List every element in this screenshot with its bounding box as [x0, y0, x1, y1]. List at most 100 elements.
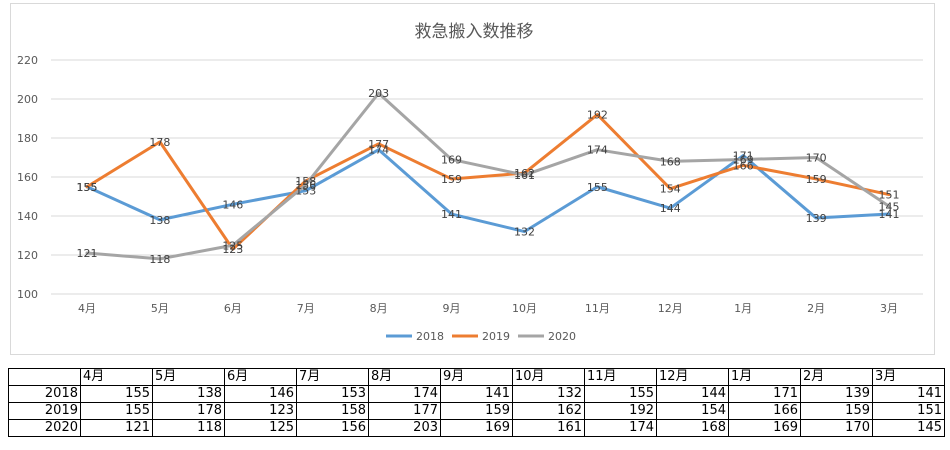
- data-table: 4月 5月 6月 7月 8月 9月 10月 11月 12月 1月 2月 3月 2018 155 138 146…: [8, 368, 945, 437]
- table-cell: 155: [584, 385, 657, 403]
- table-cell: 145: [872, 419, 945, 437]
- table-cell: 177: [368, 402, 441, 420]
- table-header-cell: 3月: [872, 368, 945, 386]
- table-row: 2020 121 118 125 156 203 169 161 174 168 169 170 145: [8, 419, 945, 437]
- data-label: 118: [149, 253, 170, 266]
- table-cell: 132: [512, 385, 585, 403]
- data-label: 146: [222, 198, 243, 211]
- y-tick-label: 180: [17, 132, 38, 145]
- series-lines: [85, 91, 891, 261]
- table-cell: 162: [512, 402, 585, 420]
- table-header-row: 4月 5月 6月 7月 8月 9月 10月 11月 12月 1月 2月 3月: [8, 368, 945, 386]
- table-row: 2018 155 138 146 153 174 141 132 155 144 171 139 141: [8, 385, 945, 403]
- data-label: 121: [77, 247, 98, 260]
- table-cell: 178: [152, 402, 225, 420]
- table-cell: 169: [440, 419, 513, 437]
- y-tick-label: 200: [17, 93, 38, 106]
- data-label: 162: [514, 167, 535, 180]
- legend-label: 2018: [416, 330, 444, 343]
- table-header-cell: 6月: [224, 368, 297, 386]
- x-tick-label: 2月: [807, 302, 825, 315]
- table-cell: 161: [512, 419, 585, 437]
- line-chart: 救急搬入数推移 100 120 140 160 180 200 220 4月 5月 6月 7月 8月…: [17, 22, 923, 343]
- data-label: 139: [806, 212, 827, 225]
- table-cell: 151: [872, 402, 945, 420]
- table-cell: 154: [656, 402, 729, 420]
- table-cell: 174: [584, 419, 657, 437]
- series-line-2020: [85, 91, 891, 261]
- table-cell: 118: [152, 419, 225, 437]
- table-cell: 174: [368, 385, 441, 403]
- table-header-cell: 8月: [368, 368, 441, 386]
- x-tick-label: 9月: [443, 302, 461, 315]
- data-label: 151: [879, 189, 900, 202]
- y-tick-label: 220: [17, 54, 38, 67]
- x-tick-label: 7月: [297, 302, 315, 315]
- data-label: 177: [368, 138, 389, 151]
- chart-area: 救急搬入数推移 100 120 140 160 180 200 220 4月 5月 6月 7月 8月…: [10, 3, 935, 355]
- table-row: 2019 155 178 123 158 177 159 162 192 154 166 159 151: [8, 402, 945, 420]
- gridlines: [51, 59, 923, 295]
- data-label: 141: [879, 208, 900, 221]
- y-tick-label: 120: [17, 249, 38, 262]
- data-label: 159: [441, 173, 462, 186]
- legend-label: 2019: [482, 330, 510, 343]
- data-label: 174: [587, 144, 608, 157]
- data-label: 132: [514, 226, 535, 239]
- table-cell: 171: [728, 385, 801, 403]
- table-cell: 121: [80, 419, 153, 437]
- x-tick-label: 8月: [370, 302, 388, 315]
- table-cell: 168: [656, 419, 729, 437]
- y-tick-label: 140: [17, 210, 38, 223]
- table-header-cell: [8, 368, 81, 386]
- table-cell: 144: [656, 385, 729, 403]
- data-label: 125: [222, 239, 243, 252]
- series-line-2018: [85, 148, 891, 234]
- table-cell: 138: [152, 385, 225, 403]
- table-cell: 203: [368, 419, 441, 437]
- data-label: 168: [660, 155, 681, 168]
- x-tick-label: 1月: [734, 302, 752, 315]
- table-cell: 166: [728, 402, 801, 420]
- data-label: 153: [295, 185, 316, 198]
- data-label: 166: [733, 159, 754, 172]
- table-cell: 155: [80, 402, 153, 420]
- x-tick-label: 5月: [151, 302, 169, 315]
- data-label: 145: [879, 200, 900, 213]
- table-cell: 192: [584, 402, 657, 420]
- data-label: 161: [514, 169, 535, 182]
- data-label: 203: [368, 87, 389, 100]
- data-label: 155: [77, 181, 98, 194]
- x-tick-label: 4月: [78, 302, 96, 315]
- data-label: 174: [368, 144, 389, 157]
- table-cell: 139: [800, 385, 873, 403]
- data-label: 159: [806, 173, 827, 186]
- legend-label: 2020: [548, 330, 576, 343]
- table-cell: 125: [224, 419, 297, 437]
- x-tick-label: 6月: [224, 302, 242, 315]
- table-cell: 170: [800, 419, 873, 437]
- x-axis-ticks: 4月 5月 6月 7月 8月 9月 10月 11月 12月 1月 2月 3月: [78, 302, 898, 315]
- table-cell: 146: [224, 385, 297, 403]
- data-label: 178: [149, 136, 170, 149]
- data-label: 169: [441, 153, 462, 166]
- x-tick-label: 12月: [658, 302, 683, 315]
- x-tick-label: 3月: [880, 302, 898, 315]
- data-label: 123: [222, 243, 243, 256]
- data-label: 155: [587, 181, 608, 194]
- data-label: 171: [733, 150, 754, 163]
- series-line-2019: [85, 113, 891, 251]
- table-cell: 141: [440, 385, 513, 403]
- table-row-label: 2019: [8, 402, 81, 420]
- chart-title: 救急搬入数推移: [415, 22, 534, 42]
- table-row-label: 2020: [8, 419, 81, 437]
- y-tick-label: 100: [17, 288, 38, 301]
- x-tick-label: 10月: [512, 302, 537, 315]
- table-cell: 155: [80, 385, 153, 403]
- legend: 2018 2019 2020: [386, 330, 576, 343]
- table-cell: 123: [224, 402, 297, 420]
- table-row-label: 2018: [8, 385, 81, 403]
- table-cell: 169: [728, 419, 801, 437]
- table-cell: 159: [800, 402, 873, 420]
- data-label: 154: [660, 183, 681, 196]
